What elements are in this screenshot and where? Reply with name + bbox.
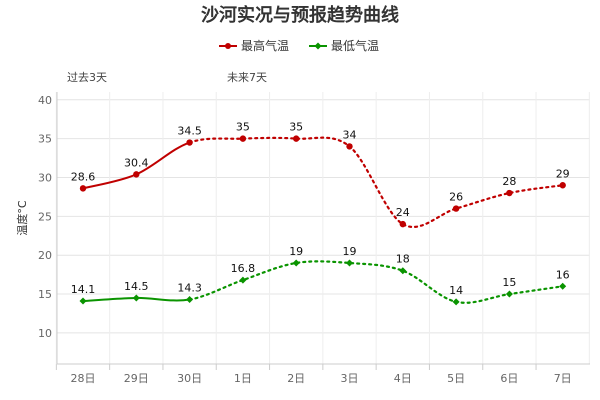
series-high: 28.6 30.4 34.5 35 35 34 24 26 28 29 xyxy=(71,121,570,229)
legend-item-high[interactable]: 最高气温 xyxy=(219,38,289,53)
data-point[interactable] xyxy=(79,297,87,305)
data-point[interactable] xyxy=(506,189,513,197)
data-label: 15 xyxy=(502,276,516,289)
data-label: 14.3 xyxy=(177,281,202,294)
data-label: 34.5 xyxy=(177,125,202,138)
y-tick-label: 40 xyxy=(38,94,52,107)
legend-label-high: 最高气温 xyxy=(241,38,289,53)
y-tick-label: 30 xyxy=(38,171,52,184)
data-point[interactable] xyxy=(346,143,353,150)
series-line-forecast xyxy=(188,260,564,304)
x-tick-label: 1日 xyxy=(234,372,252,385)
chart-title: 沙河实况与预报趋势曲线 xyxy=(201,4,399,26)
data-label: 14 xyxy=(449,284,463,297)
data-label: 35 xyxy=(236,121,250,134)
data-point[interactable] xyxy=(399,220,406,228)
data-label: 14.5 xyxy=(124,280,149,293)
y-tick-label: 10 xyxy=(38,327,52,340)
y-tick-label: 25 xyxy=(38,210,52,223)
y-tick-label: 20 xyxy=(38,249,52,262)
data-point[interactable] xyxy=(346,259,353,267)
data-point[interactable] xyxy=(559,182,566,189)
series-line-forecast xyxy=(188,136,564,229)
data-label: 24 xyxy=(396,206,410,219)
grid xyxy=(55,92,590,364)
data-label: 14.1 xyxy=(71,283,96,296)
segment-label-future: 未来7天 xyxy=(227,71,267,84)
data-point[interactable] xyxy=(293,135,300,142)
x-tick-label: 6日 xyxy=(500,372,518,385)
x-tick-label: 28日 xyxy=(71,372,96,385)
data-point[interactable] xyxy=(186,139,193,146)
x-tick-label: 4日 xyxy=(394,372,412,385)
data-label: 28.6 xyxy=(71,170,96,183)
x-tick-label: 30日 xyxy=(177,372,202,385)
x-tick-label: 29日 xyxy=(124,372,149,385)
axes: 10 15 20 25 30 35 40 28日 29日 30日 1日 2日 3日 4日 5日 6日 7日 xyxy=(38,92,590,385)
x-tick-label: 2日 xyxy=(287,372,305,385)
data-point[interactable] xyxy=(79,185,87,192)
x-tick-label: 3日 xyxy=(341,372,359,385)
data-label: 30.4 xyxy=(124,156,149,169)
segment-label-past: 过去3天 xyxy=(67,71,107,84)
data-label: 35 xyxy=(289,121,303,134)
data-point[interactable] xyxy=(132,294,140,302)
data-point[interactable] xyxy=(133,171,140,178)
data-point[interactable] xyxy=(239,135,247,142)
data-point[interactable] xyxy=(559,282,567,290)
y-tick-label: 15 xyxy=(38,288,52,301)
data-label: 34 xyxy=(343,128,357,141)
data-label: 16 xyxy=(556,268,570,281)
x-tick-label: 7日 xyxy=(554,372,572,385)
x-tick-label: 5日 xyxy=(447,372,465,385)
data-point[interactable] xyxy=(399,267,407,275)
series-low: 14.1 14.5 14.3 16.8 19 19 18 14 15 16 xyxy=(71,245,570,306)
legend-label-low: 最低气温 xyxy=(331,38,379,53)
y-tick-label: 35 xyxy=(38,133,52,146)
data-point[interactable] xyxy=(292,259,300,267)
legend-item-low[interactable]: 最低气温 xyxy=(309,38,379,53)
data-label: 18 xyxy=(396,253,410,266)
legend[interactable]: 最高气温 最低气温 xyxy=(219,38,379,53)
data-point[interactable] xyxy=(452,205,460,212)
data-point[interactable] xyxy=(186,295,194,303)
data-point[interactable] xyxy=(452,298,460,306)
data-label: 19 xyxy=(289,245,303,258)
series-layer: 28.6 30.4 34.5 35 35 34 24 26 28 29 14.1 14.5 14.3 16… xyxy=(71,121,570,306)
data-label: 28 xyxy=(502,175,516,188)
data-label: 16.8 xyxy=(231,262,256,275)
data-label: 29 xyxy=(556,167,570,180)
y-axis-label: 温度°C xyxy=(15,200,29,235)
data-label: 19 xyxy=(343,245,357,258)
data-point[interactable] xyxy=(239,276,247,284)
data-point[interactable] xyxy=(505,290,513,298)
data-label: 26 xyxy=(449,191,463,204)
